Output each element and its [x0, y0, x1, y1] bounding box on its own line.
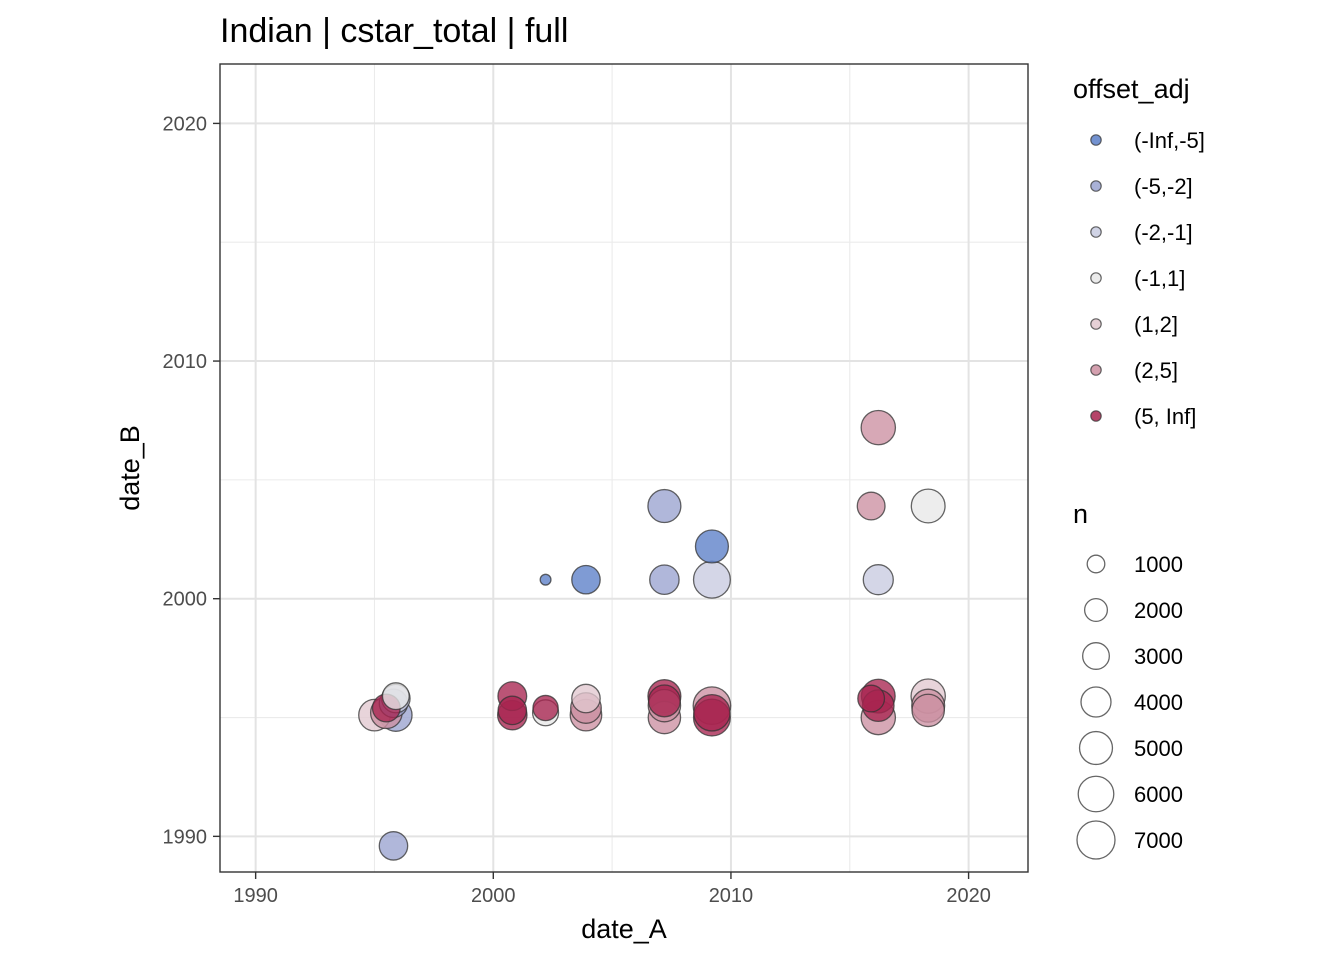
x-tick-label: 2020	[946, 885, 991, 907]
color-legend: offset_adj (-Inf,-5] (-5,-2] (-2,-1] (-1,1]…	[1073, 74, 1205, 429]
size-legend-label: 1000	[1134, 552, 1183, 577]
data-point	[693, 693, 731, 732]
x-tick-label: 1990	[233, 885, 278, 907]
data-point	[910, 488, 946, 524]
color-legend-key	[1090, 410, 1102, 422]
color-legend-label: (2,5]	[1134, 358, 1178, 383]
data-point	[497, 695, 528, 726]
data-point	[911, 693, 946, 728]
data-point	[381, 682, 410, 711]
x-tick-label: 2010	[709, 885, 754, 907]
data-point	[539, 573, 552, 586]
color-legend-key	[1090, 134, 1102, 146]
y-tick-label: 2000	[163, 589, 208, 611]
color-legend-key	[1090, 318, 1102, 330]
grid-lines	[220, 64, 1028, 872]
data-point	[856, 491, 886, 521]
color-legend-title: offset_adj	[1073, 74, 1190, 104]
x-tick-label: 2000	[471, 885, 516, 907]
chart-title: Indian | cstar_total | full	[220, 12, 568, 50]
plot-panel	[220, 64, 1028, 872]
size-legend-label: 5000	[1134, 736, 1183, 761]
panel-border	[219, 63, 1029, 873]
color-legend-label: (5, Inf]	[1134, 404, 1196, 429]
size-legend-key	[1082, 642, 1110, 670]
color-legend-label: (1,2]	[1134, 312, 1178, 337]
color-legend-label: (-1,1]	[1134, 266, 1185, 291]
size-legend: n 1000 2000 3000 4000 5000 6000 7000	[1073, 499, 1183, 860]
color-legend-key	[1090, 180, 1102, 192]
y-tick-label: 2020	[163, 113, 208, 135]
size-legend-key	[1083, 597, 1109, 623]
size-legend-title: n	[1073, 499, 1088, 529]
size-legend-label: 6000	[1134, 782, 1183, 807]
size-legend-label: 2000	[1134, 598, 1183, 623]
axes: 1990 2000 2010 2020 1990 2000 2010 2020	[163, 113, 991, 907]
data-point	[571, 564, 601, 595]
data-point	[378, 831, 409, 861]
size-legend-key	[1077, 775, 1115, 813]
y-tick-label: 2010	[163, 351, 208, 373]
color-legend-label: (-5,-2]	[1134, 174, 1193, 199]
data-point	[862, 564, 894, 596]
color-legend-label: (-2,-1]	[1134, 220, 1193, 245]
data-point	[571, 683, 601, 714]
data-point	[860, 409, 897, 446]
size-legend-key	[1086, 554, 1106, 574]
size-legend-label: 3000	[1134, 644, 1183, 669]
color-legend-key	[1090, 272, 1102, 284]
size-legend-key	[1076, 820, 1116, 860]
data-point	[692, 560, 731, 599]
data-point	[532, 694, 559, 722]
x-axis-title: date_A	[581, 914, 667, 944]
data-point	[647, 684, 681, 718]
size-legend-label: 4000	[1134, 690, 1183, 715]
color-legend-key	[1090, 364, 1102, 376]
data-point	[649, 564, 680, 596]
y-axis-title: date_B	[115, 425, 145, 511]
data-points	[358, 409, 946, 861]
color-legend-key	[1090, 226, 1102, 238]
size-legend-label: 7000	[1134, 828, 1183, 853]
data-point	[857, 684, 886, 713]
size-legend-key	[1078, 730, 1114, 766]
data-point	[694, 529, 730, 564]
y-tick-label: 1990	[163, 826, 208, 848]
size-legend-key	[1080, 686, 1112, 718]
data-point	[647, 488, 682, 524]
color-legend-label: (-Inf,-5]	[1134, 128, 1205, 153]
